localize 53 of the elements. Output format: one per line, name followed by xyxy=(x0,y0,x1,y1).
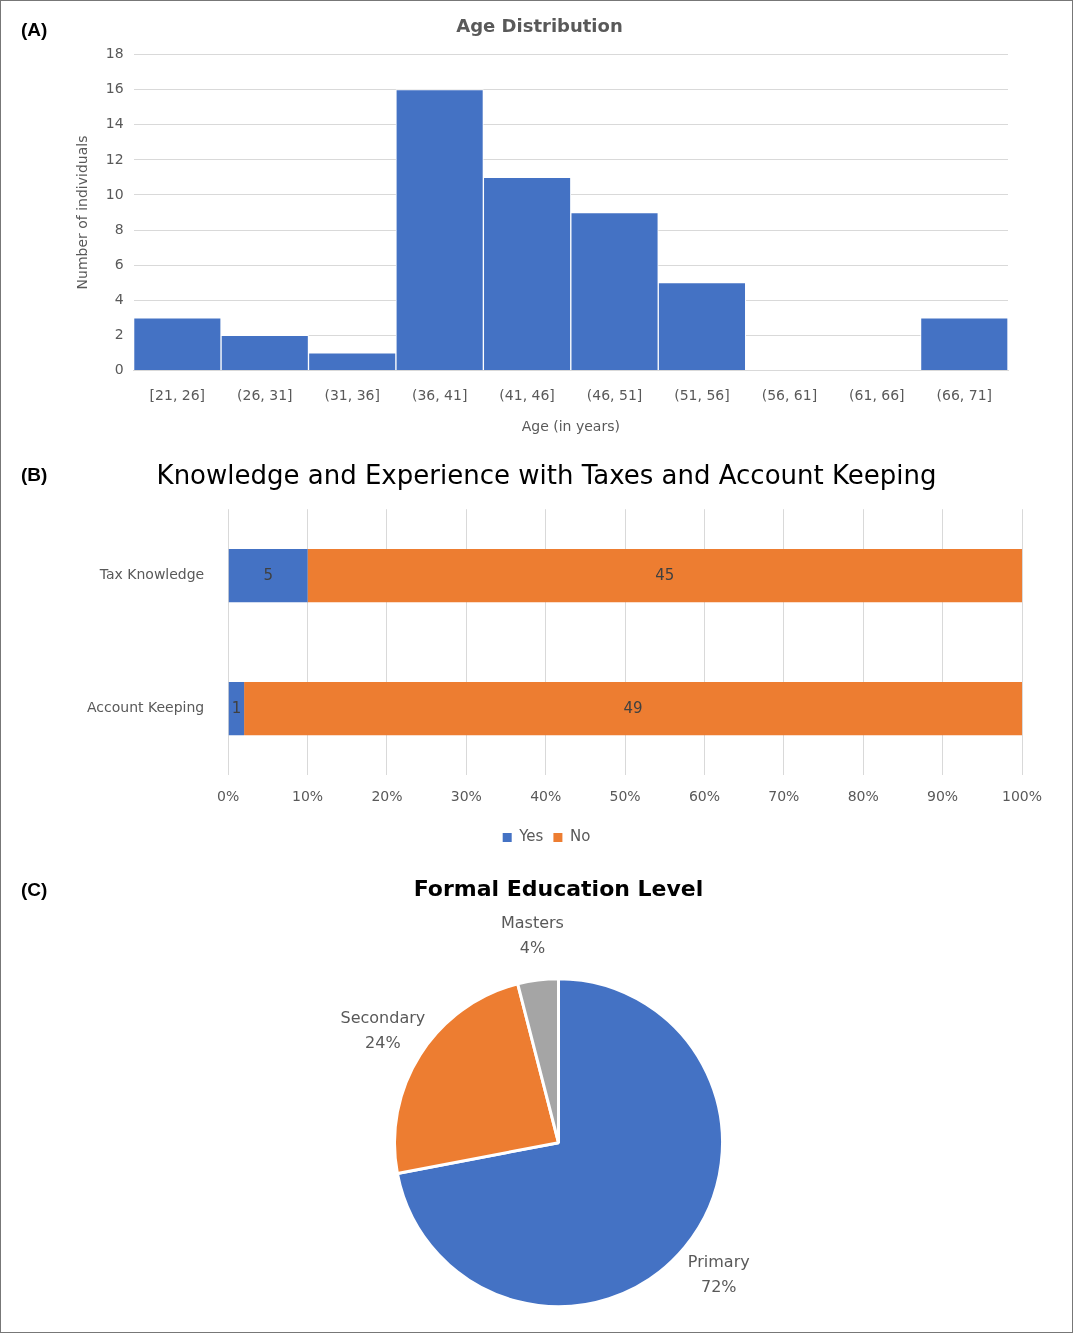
x-tick-label: [21, 26] xyxy=(149,387,206,404)
chart-title: Age Distribution xyxy=(456,15,623,37)
y-tick-label: 16 xyxy=(105,80,124,97)
annotation: 1 xyxy=(231,698,242,717)
y-tick-label: 10 xyxy=(105,185,124,202)
slice-label: Primary xyxy=(687,1252,750,1272)
x-tick-label: 50% xyxy=(609,788,641,805)
x-tick-label: (61, 66] xyxy=(849,387,905,404)
y-tick-label: 14 xyxy=(105,115,124,132)
x-axis-title: Age (in years) xyxy=(521,418,620,435)
x-tick-label: 0% xyxy=(217,788,240,805)
slice-label: Secondary xyxy=(340,1008,426,1028)
x-tick-label: (46, 51] xyxy=(586,387,643,404)
x-tick-label: (31, 36] xyxy=(324,387,380,404)
x-tick-label: 30% xyxy=(450,788,482,805)
y-tick-label: Tax Knowledge xyxy=(98,566,205,583)
y-tick-label: 12 xyxy=(105,150,124,167)
chart-title: Formal Education Level xyxy=(413,875,704,901)
legend-label: Yes xyxy=(518,827,544,846)
text: (A) xyxy=(21,18,48,40)
legend-label: No xyxy=(569,827,591,846)
y-tick-label: 8 xyxy=(114,220,124,237)
y-tick-label: 0 xyxy=(114,361,124,378)
x-tick-label: 90% xyxy=(927,788,959,805)
x-tick-label: (41, 46] xyxy=(499,387,555,404)
annotation: 5 xyxy=(263,565,273,584)
data-label: 72% xyxy=(700,1277,737,1297)
annotation: 49 xyxy=(623,698,643,717)
x-tick-label: (51, 56] xyxy=(674,387,730,404)
x-tick-label: 10% xyxy=(292,788,324,805)
x-tick-label: 70% xyxy=(768,788,800,805)
x-tick-label: 60% xyxy=(688,788,721,805)
data-label: 24% xyxy=(365,1033,401,1053)
x-tick-label: 80% xyxy=(847,788,879,805)
x-tick-label: 40% xyxy=(530,788,562,805)
x-tick-label: (56, 61] xyxy=(761,387,818,404)
chart-title: Knowledge and Experience with Taxes and Account Keeping xyxy=(156,460,937,491)
x-tick-label: 100% xyxy=(1001,788,1043,805)
y-tick-label: 18 xyxy=(105,45,124,62)
text: (B) xyxy=(21,463,48,485)
x-tick-label: 20% xyxy=(371,788,403,805)
x-tick-label: (26, 31] xyxy=(237,387,293,404)
y-tick-label: 6 xyxy=(114,255,124,272)
text: (C) xyxy=(21,878,48,900)
slice-label: Masters xyxy=(500,913,564,933)
y-tick-label: 2 xyxy=(114,325,124,342)
y-axis-title: Number of individuals xyxy=(74,135,91,290)
y-tick-label: 4 xyxy=(114,290,124,307)
x-tick-label: (66, 71] xyxy=(936,387,993,404)
y-tick-label: Account Keeping xyxy=(86,699,205,716)
annotation: 45 xyxy=(655,565,675,584)
x-tick-label: (36, 41] xyxy=(411,387,468,404)
data-label: 4% xyxy=(519,938,546,958)
